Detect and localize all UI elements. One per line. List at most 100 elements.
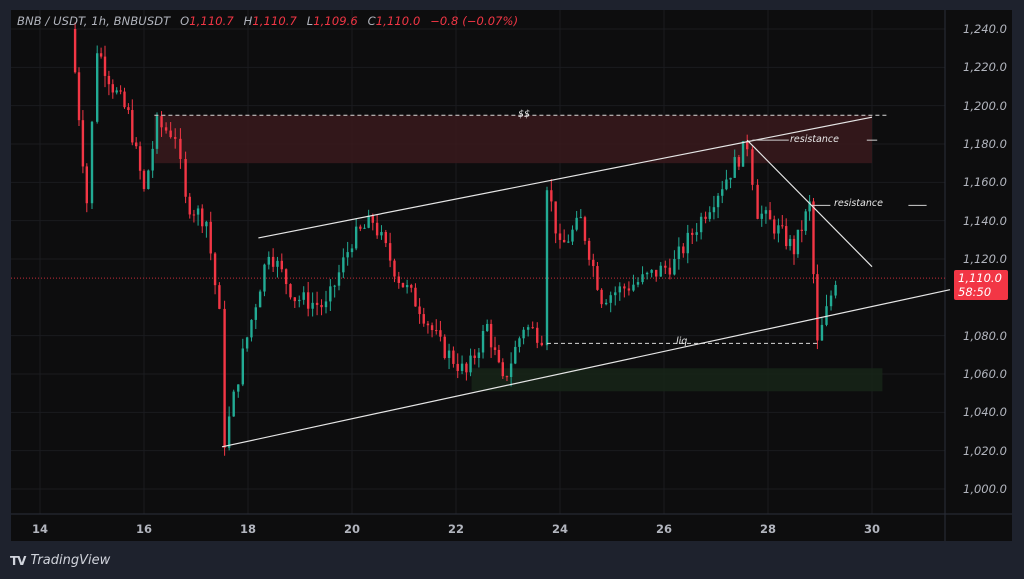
candle-body: [380, 232, 383, 236]
candle-body: [659, 265, 662, 277]
candle-body: [571, 229, 574, 242]
chart-canvas[interactable]: [11, 10, 1012, 541]
candle-body: [388, 243, 392, 261]
candle-body: [367, 215, 370, 228]
annotation-resistance-2[interactable]: resistance: [834, 198, 883, 209]
candle-body: [276, 260, 279, 267]
candle-body: [289, 284, 292, 298]
candle-body: [522, 329, 525, 339]
open-label: O: [180, 14, 190, 28]
candle-body: [131, 110, 134, 143]
price-tick-label: 1,040.0: [963, 405, 1007, 420]
candle-body: [777, 225, 780, 234]
candle-body: [820, 324, 824, 341]
annotation-liq[interactable]: liq: [676, 336, 688, 347]
candle-body: [677, 246, 681, 259]
candle-body: [223, 308, 226, 448]
candle-body: [245, 337, 249, 349]
candle-body: [486, 323, 489, 332]
candle-body: [155, 116, 159, 149]
candle-body: [592, 259, 595, 267]
candle-body: [435, 330, 438, 332]
candle-body: [812, 201, 815, 275]
last-price-tag: 1,110.0 58:50: [954, 270, 1008, 300]
candle-body: [804, 211, 807, 231]
candle-body: [293, 297, 296, 302]
candle-body: [497, 349, 501, 363]
bar-countdown: 58:50: [958, 285, 992, 299]
candle-body: [384, 232, 387, 244]
candle-body: [788, 238, 792, 247]
candle-body: [600, 289, 603, 305]
candle-body: [237, 384, 240, 392]
candle-body: [596, 266, 599, 290]
candle-body: [85, 166, 88, 204]
time-tick-label: 16: [135, 522, 153, 536]
candle-body: [664, 265, 667, 268]
candle-body: [127, 107, 130, 111]
candle-body: [160, 116, 163, 128]
candle-body: [575, 217, 578, 230]
annotation-ss[interactable]: $$: [518, 109, 531, 120]
candle-body: [298, 299, 301, 302]
candle-body: [397, 276, 400, 283]
price-tick-label: 1,060.0: [963, 367, 1007, 381]
price-tick-label: 1,020.0: [963, 443, 1007, 458]
last-price: 1,110.0: [958, 271, 1002, 285]
candle-body: [816, 274, 819, 341]
time-tick-label: 18: [239, 522, 257, 536]
candle-body: [410, 285, 413, 288]
candle-body: [209, 221, 212, 254]
candle-body: [545, 190, 549, 346]
candle-body: [123, 91, 126, 108]
candle-body: [829, 295, 833, 307]
candle-body: [174, 137, 177, 139]
price-tick-label: 1,140.0: [963, 213, 1007, 228]
candle-body: [405, 285, 409, 288]
change-value: −0.8 (−0.07%): [430, 14, 519, 28]
candle-body: [315, 302, 319, 305]
candle-body: [81, 120, 85, 167]
tradingview-logo[interactable]: TV TradingView: [10, 553, 110, 568]
candle-body: [768, 210, 772, 220]
candle-body: [567, 241, 570, 243]
candle-body: [460, 363, 464, 371]
candle-body: [623, 286, 626, 289]
candle-body: [800, 229, 803, 231]
candle-body: [77, 72, 81, 121]
candle-body: [447, 350, 451, 358]
candle-body: [179, 138, 182, 159]
candle-body: [604, 302, 608, 305]
candle-body: [632, 284, 635, 291]
candle-body: [729, 177, 732, 180]
candle-body: [550, 190, 553, 202]
candle-body: [96, 53, 99, 122]
candle-body: [422, 314, 425, 324]
candle-body: [456, 363, 459, 371]
candle-body: [205, 221, 208, 227]
candle-body: [469, 355, 472, 373]
candle-body: [686, 232, 689, 254]
candle-body: [756, 184, 759, 219]
price-tick-label: 1,160.0: [963, 175, 1007, 190]
candle-body: [699, 216, 703, 233]
candle-body: [138, 146, 142, 171]
candle-body: [682, 246, 685, 254]
candle-body: [375, 222, 379, 236]
candle-body: [324, 301, 328, 308]
candle-body: [737, 157, 741, 167]
candle-body: [579, 217, 582, 219]
candle-body: [785, 226, 788, 247]
candle-body: [501, 362, 504, 377]
annotation-resistance-1[interactable]: resistance: [790, 134, 839, 145]
candle-body: [263, 264, 266, 292]
candle-body: [213, 253, 217, 286]
candle-body: [655, 269, 658, 277]
candle-body: [241, 348, 244, 385]
candle-body: [773, 219, 776, 234]
time-tick-label: 22: [447, 522, 465, 536]
symbol-label[interactable]: BNB / USDT, 1h, BNBUSDT: [17, 14, 171, 28]
candle-body: [284, 269, 288, 285]
candle-body: [716, 195, 720, 208]
candle-body: [583, 217, 587, 241]
